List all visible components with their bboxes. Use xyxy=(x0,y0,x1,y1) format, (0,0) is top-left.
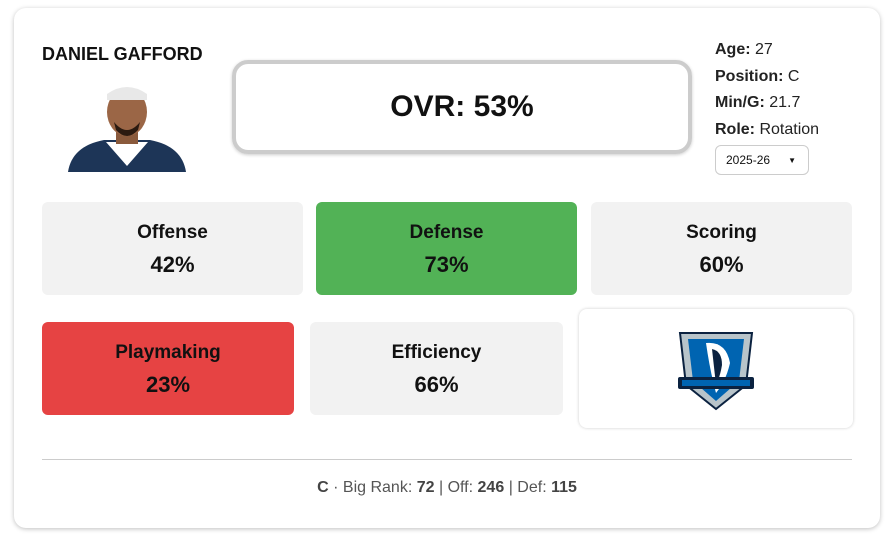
tile-label: Defense xyxy=(409,222,484,243)
tile-value: 42% xyxy=(150,252,195,277)
info-value: C xyxy=(787,67,800,85)
team-logo xyxy=(678,332,754,411)
info-value: 27 xyxy=(755,41,773,58)
tile-value: 73% xyxy=(424,252,469,277)
info-value: 21.7 xyxy=(769,94,801,111)
stat-tile: Defense 73% xyxy=(316,202,577,295)
info-value: Rotation xyxy=(759,120,820,138)
season-select[interactable]: 2025-26 ▼ xyxy=(715,145,809,175)
info-row: Position: C xyxy=(715,64,819,91)
player-photo xyxy=(68,87,186,172)
player-name: DANIEL GAFFORD xyxy=(42,44,203,64)
stat-tile: Efficiency 66% xyxy=(310,322,563,415)
info-row: Min/G: 21.7 xyxy=(715,90,819,117)
dropdown-arrow: ▼ xyxy=(788,155,796,165)
divider-char: | xyxy=(508,479,513,496)
tile-value: 66% xyxy=(414,372,459,397)
divider xyxy=(42,459,852,460)
footer: C · Big Rank: 72 | Off: 246 | Def: 115 xyxy=(42,479,852,497)
tile-label: Scoring xyxy=(686,222,757,243)
stat-tile: Offense 42% xyxy=(42,202,303,295)
footer-position: C xyxy=(317,479,329,496)
separator: · xyxy=(333,479,339,496)
overall-rating: OVR: 53% xyxy=(232,60,692,154)
footer-value: 115 xyxy=(551,479,577,496)
footer-value: 72 xyxy=(416,479,435,496)
tile-value: 23% xyxy=(145,372,191,397)
team-logo-box xyxy=(579,309,853,428)
footer-label: Def: xyxy=(517,479,547,496)
info-label: Role: xyxy=(715,120,755,138)
player-info: Age: 27 Position: C Min/G: 21.7 Role: Ro… xyxy=(715,37,819,143)
info-row: Age: 27 xyxy=(715,37,819,64)
footer-label: Off: xyxy=(447,479,474,496)
stat-tile: Playmaking 23% xyxy=(42,322,294,415)
info-label: Age: xyxy=(715,41,751,58)
stat-tile: Scoring 60% xyxy=(591,202,852,295)
divider-char: | xyxy=(438,479,444,496)
tile-value: 60% xyxy=(699,252,744,277)
info-label: Position: xyxy=(715,67,784,85)
season-value: 2025-26 xyxy=(726,153,771,167)
tile-label: Playmaking xyxy=(115,342,221,363)
footer-label: Big Rank: xyxy=(342,479,413,496)
tile-label: Offense xyxy=(137,222,208,243)
info-row: Role: Rotation xyxy=(715,117,819,144)
footer-value: 246 xyxy=(477,479,505,496)
tile-label: Efficiency xyxy=(391,342,482,363)
info-label: Min/G: xyxy=(715,94,765,111)
